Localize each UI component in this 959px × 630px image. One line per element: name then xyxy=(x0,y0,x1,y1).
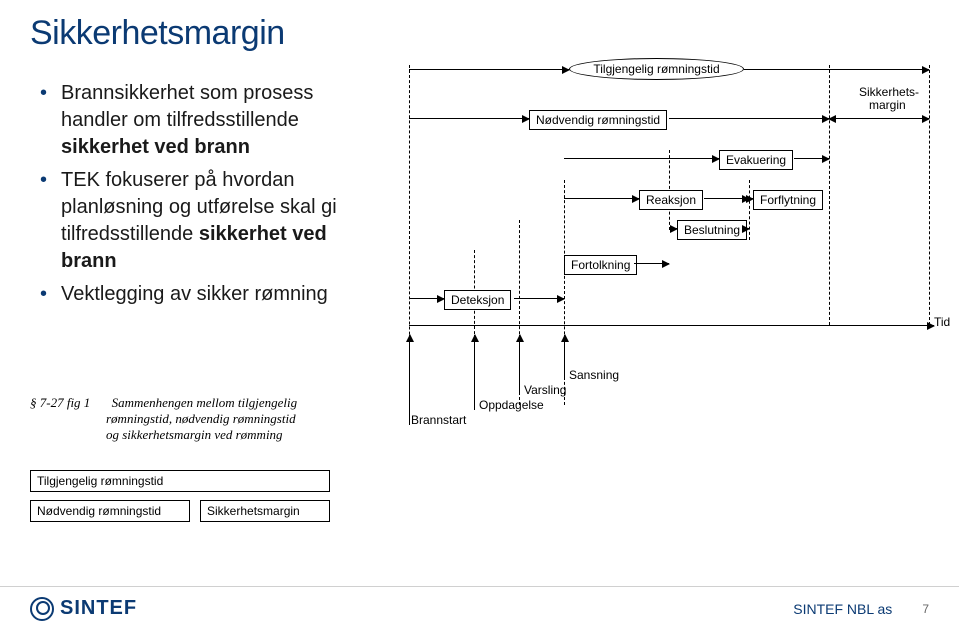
bullet-text: TEK fokuserer på hvordan planløsning og … xyxy=(61,167,370,275)
tick-label: Varsling xyxy=(524,383,566,397)
timeline-diagram: Tilgjengelig rømningstid Sikkerhets- mar… xyxy=(389,60,949,460)
logo-text: SINTEF xyxy=(60,597,137,620)
timeline-box: Forflytning xyxy=(753,190,823,210)
ellipse-label: Tilgjengelig rømningstid xyxy=(569,58,744,80)
page-number: 7 xyxy=(922,602,929,616)
bullet-icon: • xyxy=(40,80,47,107)
margin-label: Sikkerhets- xyxy=(859,85,919,99)
timeline-box: Fortolkning xyxy=(564,255,637,275)
bar-diagram: Tilgjengelig rømningstid Nødvendig rømni… xyxy=(30,470,350,550)
footer-label: SINTEF NBL as xyxy=(793,601,892,617)
figure-caption: § 7-27 fig 1 Sammenhengen mellom tilgjen… xyxy=(30,395,330,443)
tick-label: Oppdagelse xyxy=(479,398,544,412)
tick-label: Sansning xyxy=(569,368,619,382)
page-title: Sikkerhetsmargin xyxy=(30,14,285,53)
timeline-box: Reaksjon xyxy=(639,190,703,210)
timeline-box: Nødvendig rømningstid xyxy=(529,110,667,130)
axis-label: Tid xyxy=(934,315,950,329)
timeline-box: Deteksjon xyxy=(444,290,511,310)
bullet-list: • Brannsikkerhet som prosess handler om … xyxy=(40,80,370,314)
bullet-text: Brannsikkerhet som prosess handler om ti… xyxy=(61,80,370,161)
bullet-text: Vektlegging av sikker rømning xyxy=(61,281,328,308)
bullet-icon: • xyxy=(40,281,47,308)
timeline-box: Beslutning xyxy=(677,220,747,240)
bullet-icon: • xyxy=(40,167,47,194)
bullet-item: • Brannsikkerhet som prosess handler om … xyxy=(40,80,370,161)
bar-box: Nødvendig rømningstid xyxy=(30,500,190,522)
bar-box: Tilgjengelig rømningstid xyxy=(30,470,330,492)
bar-box: Sikkerhetsmargin xyxy=(200,500,330,522)
footer: SINTEF SINTEF NBL as 7 xyxy=(0,586,959,630)
sintef-logo: SINTEF xyxy=(30,597,137,621)
margin-label: margin xyxy=(869,98,906,112)
tick-label: Brannstart xyxy=(411,413,466,427)
footer-right: SINTEF NBL as 7 xyxy=(793,601,929,617)
timeline-box: Evakuering xyxy=(719,150,793,170)
logo-icon xyxy=(30,597,54,621)
bullet-item: • Vektlegging av sikker rømning xyxy=(40,281,370,308)
bullet-item: • TEK fokuserer på hvordan planløsning o… xyxy=(40,167,370,275)
